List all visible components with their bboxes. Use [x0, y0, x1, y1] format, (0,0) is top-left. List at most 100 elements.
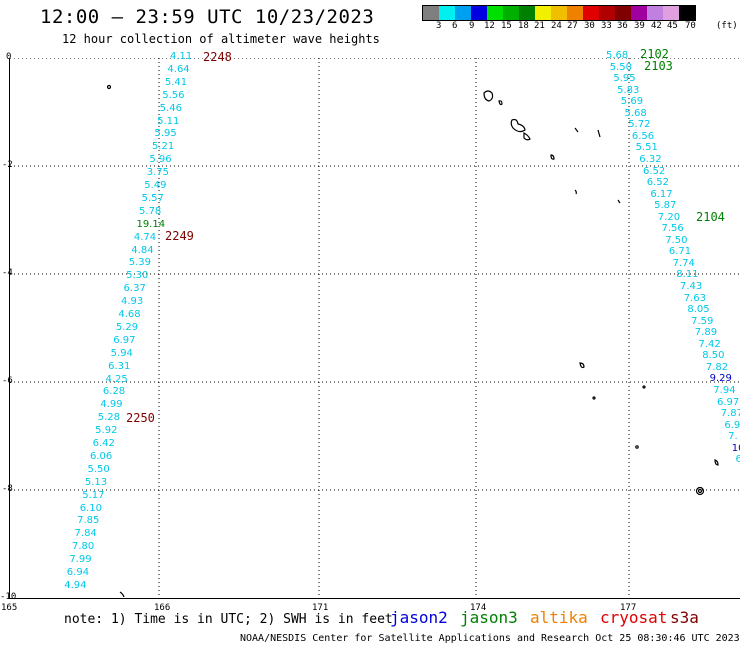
wave-height-label: 4.94: [64, 579, 87, 591]
wave-height-label: 4.74: [133, 231, 157, 243]
satellite-legend-item: jason3: [460, 608, 518, 627]
wave-height-label: 6.10: [79, 502, 102, 514]
pass-number: 2249: [165, 229, 194, 243]
color-scale-label: (ft): [716, 21, 738, 31]
color-scale-label: 18: [518, 21, 529, 31]
legend-note: note: 1) Time is in UTC; 2) SWH is in fe…: [64, 612, 393, 627]
map-svg: [10, 58, 740, 598]
island-outline: [510, 118, 526, 133]
wave-height-label: 6.17: [650, 188, 673, 200]
island-outline: [697, 488, 703, 494]
wave-height-label: 8.50: [702, 350, 725, 362]
color-scale-label: 24: [551, 21, 562, 31]
wave-height-label: 5.29: [115, 321, 139, 333]
wave-height-label: 6.42: [92, 438, 115, 449]
wave-height-label: 5.39: [128, 257, 151, 269]
wave-height-label: 5.87: [654, 200, 677, 212]
color-swatch: [439, 6, 455, 20]
wave-height-label: 5.30: [126, 270, 149, 282]
wave-height-label: 8.05: [687, 304, 710, 316]
island-outline: [597, 129, 601, 138]
wave-height-label: 5.11: [157, 115, 180, 127]
wave-height-label: 5.50: [87, 463, 110, 475]
y-axis-label: -6: [2, 376, 13, 386]
satellite-legend-item: cryosat: [600, 608, 668, 627]
wave-height-label: 4.99: [100, 399, 123, 411]
color-swatch: [599, 6, 615, 20]
wave-height-label: 10.: [731, 442, 740, 454]
wave-height-label: 5.56: [162, 89, 185, 101]
color-scale-label: 42: [651, 21, 662, 31]
wave-height-label: 7.94: [713, 384, 736, 396]
color-swatch: [631, 6, 647, 20]
island-outline: [119, 591, 125, 598]
footer-credit: NOAA/NESDIS Center for Satellite Applica…: [240, 633, 740, 644]
color-swatch: [423, 6, 439, 20]
x-axis-label: 165: [1, 603, 18, 613]
color-scale-label: 33: [601, 21, 612, 31]
color-swatch: [455, 6, 471, 20]
island-outline: [106, 84, 112, 90]
pass-number: 2102: [640, 47, 669, 61]
wave-height-label: 5.95: [154, 128, 177, 140]
wave-height-label: 7.42: [698, 338, 721, 350]
color-scale-bar: [422, 5, 696, 21]
color-scale-label: 39: [634, 21, 645, 31]
wave-height-label: 5.68: [606, 50, 629, 61]
color-swatch: [487, 6, 503, 20]
wave-height-label: 5.94: [110, 347, 133, 359]
y-axis-label: -2: [2, 160, 13, 170]
wave-height-label: 5.95: [613, 73, 636, 85]
wave-height-label: 5.68: [624, 107, 647, 119]
color-scale-label: 6: [452, 21, 458, 31]
color-scale-label: 3: [436, 21, 442, 31]
color-scale-label: 15: [501, 21, 512, 31]
pass-number: 2250: [126, 411, 155, 425]
island-outline: [714, 459, 719, 466]
wave-height-label: 5.13: [84, 476, 108, 488]
island-outline: [498, 100, 503, 106]
color-swatch: [503, 6, 519, 20]
color-swatch: [471, 6, 487, 20]
color-swatch: [535, 6, 551, 20]
wave-height-label: 7.85: [77, 515, 100, 527]
wave-height-label: 6.32: [639, 153, 662, 165]
color-swatch: [519, 6, 535, 20]
wave-height-label: 7.: [728, 431, 738, 443]
wave-height-label: 6.97: [717, 396, 740, 408]
satellite-legend-item: jason2: [390, 608, 448, 627]
satellite-legend-item: s3a: [670, 608, 699, 627]
wave-height-label: 5.57: [141, 192, 164, 204]
island-outline: [574, 189, 577, 195]
wave-height-label: 7.20: [657, 211, 681, 223]
y-axis-label: 0: [6, 52, 12, 62]
island-outline: [592, 396, 596, 400]
color-scale-label: 45: [667, 21, 678, 31]
island-outline: [695, 486, 705, 496]
color-swatch: [551, 6, 567, 20]
wave-height-label: 4.93: [120, 296, 144, 308]
wave-height-label: 6.56: [631, 130, 655, 142]
wave-height-label: 5.17: [82, 489, 105, 501]
x-axis-label: 174: [470, 603, 487, 613]
x-axis-label: 166: [154, 603, 171, 613]
island-outline: [574, 127, 579, 133]
island-outline: [550, 154, 555, 160]
color-swatch: [647, 6, 663, 20]
wave-height-label: 19.14: [136, 218, 166, 230]
wave-height-label: 7.87: [720, 408, 740, 420]
map-subtitle: 12 hour collection of altimeter wave hei…: [62, 32, 380, 46]
wave-height-label: 4.84: [131, 244, 154, 256]
wave-height-label: 7.82: [705, 361, 729, 373]
wave-height-label: 4.11: [170, 51, 193, 62]
wave-height-label: 5.50: [609, 61, 632, 73]
y-axis-label: -4: [2, 268, 13, 278]
wave-height-label: 4.64: [167, 63, 190, 75]
wave-height-label: 6.9: [724, 419, 740, 431]
color-scale-label: 27: [567, 21, 578, 31]
wave-height-label: 7.59: [691, 315, 714, 327]
wave-height-label: 8.11: [676, 269, 699, 281]
wave-height-label: 6.71: [668, 246, 692, 258]
wave-height-label: 5.72: [628, 119, 651, 131]
wave-height-label: 6.52: [643, 165, 666, 177]
